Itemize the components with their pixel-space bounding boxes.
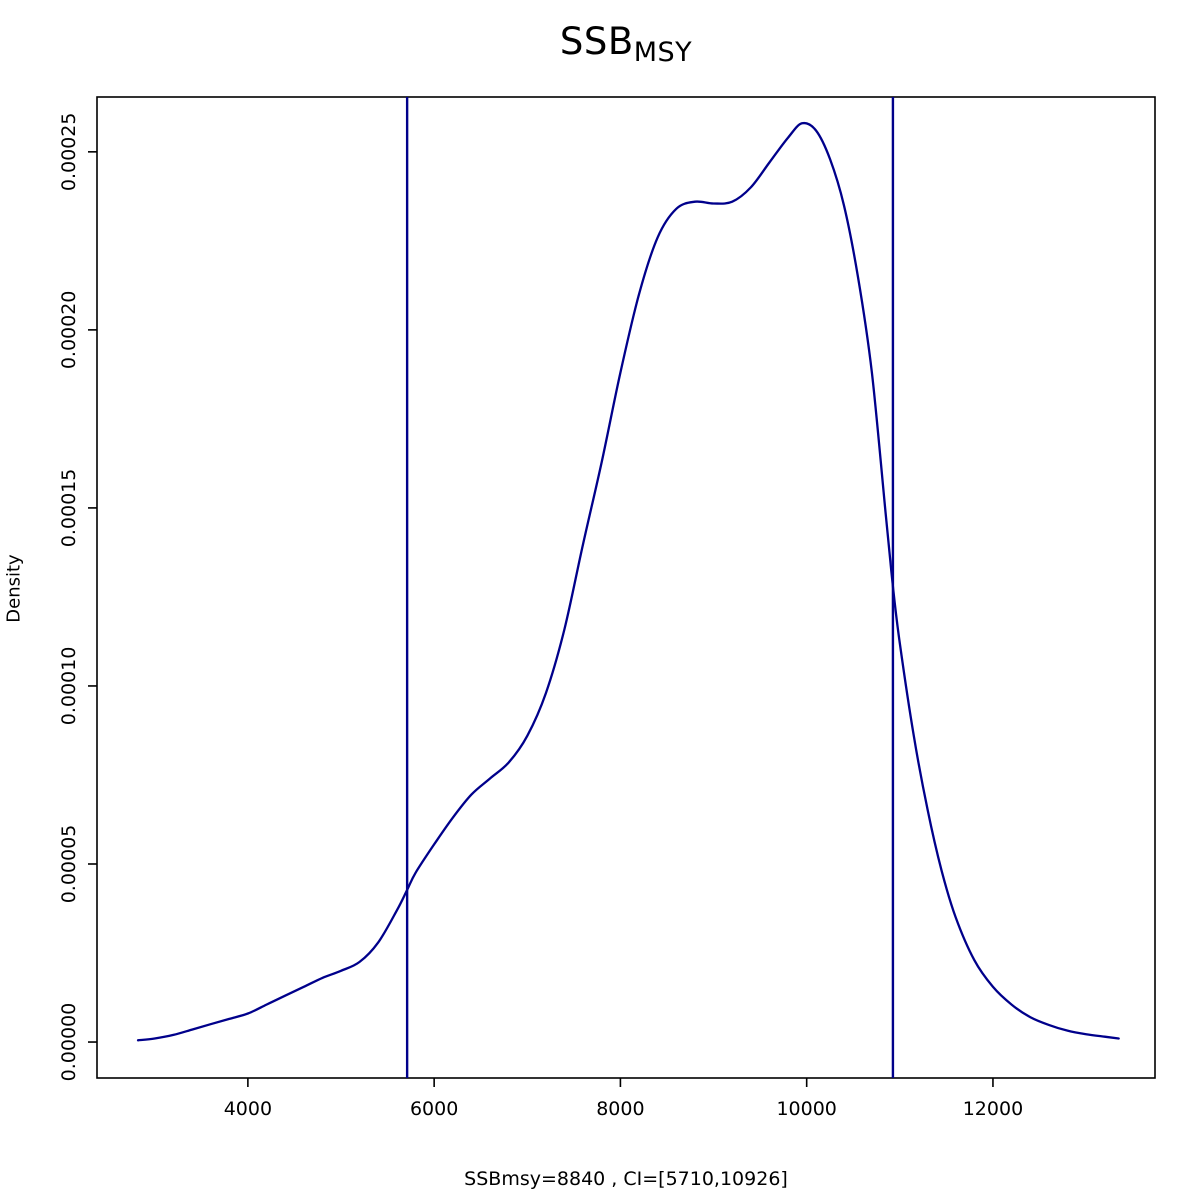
x-tick-label: 4000 [224, 1098, 272, 1120]
y-tick-label: 0.00010 [58, 647, 80, 726]
y-tick-label: 0.00020 [58, 291, 80, 370]
y-tick-label: 0.00015 [58, 469, 80, 548]
x-tick-label: 12000 [963, 1098, 1023, 1120]
chart-title-main: SSB [559, 20, 634, 63]
x-tick-label: 6000 [410, 1098, 458, 1120]
x-tick-label: 10000 [776, 1098, 836, 1120]
chart-title-subscript: MSY [633, 37, 693, 68]
y-tick-label: 0.00005 [58, 825, 80, 904]
y-tick-label: 0.00025 [58, 113, 80, 192]
x-tick-label: 8000 [596, 1098, 644, 1120]
chart-title: SSBMSY [97, 20, 1155, 68]
x-axis-label: SSBmsy=8840 , CI=[5710,10926] [464, 1168, 788, 1190]
y-axis-label: Density [3, 554, 25, 623]
density-curve [136, 121, 1120, 1042]
y-tick-label: 0.00000 [58, 1003, 80, 1082]
plot-box [96, 96, 1156, 1079]
